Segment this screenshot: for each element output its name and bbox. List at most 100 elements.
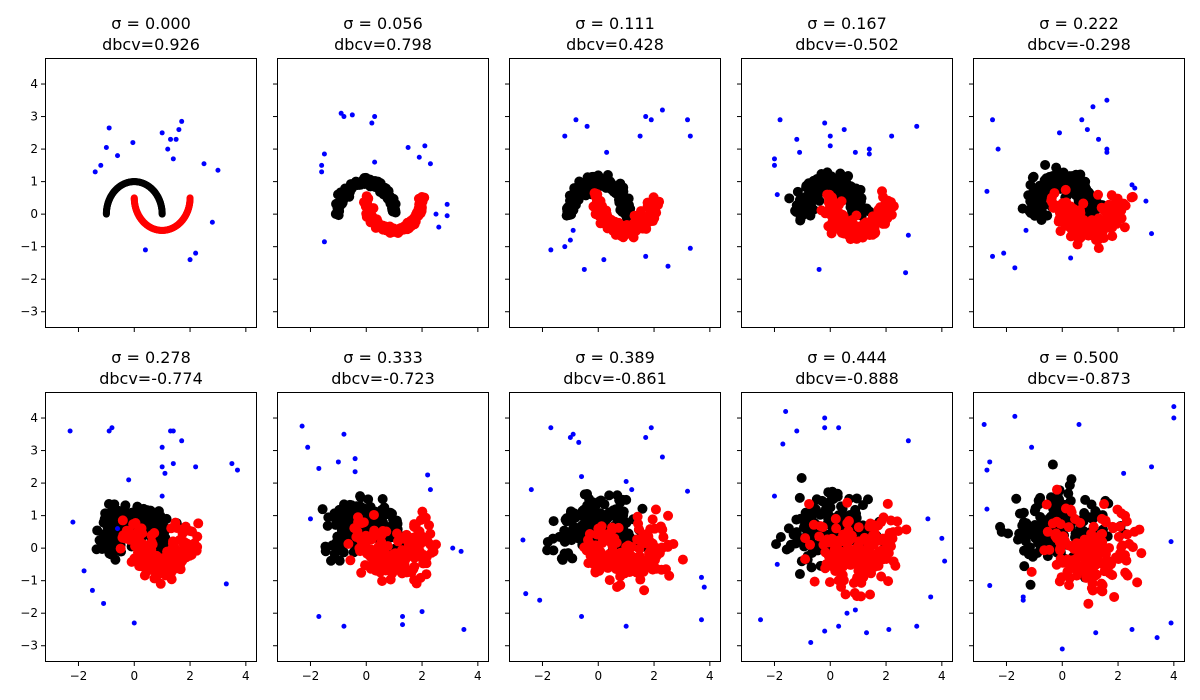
noise-point: [142, 247, 148, 253]
cluster-a-point: [823, 487, 834, 498]
x-tick-label: 0: [1058, 669, 1066, 683]
cluster-a-point: [144, 507, 155, 518]
noise-point: [822, 415, 828, 421]
noise-point: [89, 587, 95, 593]
cluster-b-point: [1119, 222, 1130, 233]
x-tick-label: 2: [418, 669, 426, 683]
y-tick-label: 2: [30, 142, 38, 156]
noise-point: [623, 623, 629, 629]
cluster-b-point: [1096, 578, 1107, 589]
cluster-b-point: [837, 561, 848, 572]
cluster-b-point: [1071, 214, 1082, 225]
y-tick-label: 4: [30, 411, 38, 425]
noise-point: [579, 474, 585, 480]
cluster-b-point: [1075, 541, 1086, 552]
noise-point: [659, 107, 665, 113]
cluster-a-point: [835, 168, 846, 179]
cluster-b-point: [853, 522, 864, 533]
noise-point: [400, 613, 406, 619]
cluster-a-point: [1023, 190, 1034, 201]
noise-point: [159, 130, 165, 136]
cluster-b-point: [856, 570, 867, 581]
cluster-a-point: [1030, 533, 1041, 544]
noise-point: [995, 146, 1001, 152]
cluster-a-point: [1025, 579, 1036, 590]
cluster-a-point: [1020, 536, 1031, 547]
y-tick-label: −3: [20, 305, 38, 319]
subplot-title: σ = 0.389: [575, 348, 655, 367]
cluster-b-point: [883, 576, 894, 587]
cluster-b-point: [345, 555, 356, 566]
noise-point: [349, 112, 355, 118]
subplot-subtitle: dbcv=0.428: [566, 35, 664, 54]
cluster-b-point: [634, 543, 645, 554]
noise-point: [1079, 117, 1085, 123]
cluster-b-point: [836, 581, 847, 592]
noise-point: [665, 263, 671, 269]
noise-point: [528, 487, 534, 493]
noise-point: [67, 428, 73, 434]
cluster-b-point: [658, 532, 669, 543]
cluster-b-point: [632, 511, 643, 522]
cluster-b-point: [381, 526, 392, 537]
cluster-b-point: [406, 564, 417, 575]
cluster-b-point: [1051, 484, 1062, 495]
cluster-a-point: [582, 488, 593, 499]
cluster-a-point: [1040, 159, 1051, 170]
y-tick-label: −2: [20, 606, 38, 620]
cluster-b-point: [881, 204, 892, 215]
cluster-b-point: [843, 534, 854, 545]
axes-frame: [973, 58, 1185, 328]
noise-point: [405, 144, 411, 150]
noise-point: [319, 169, 325, 175]
noise-point: [165, 146, 171, 152]
noise-point: [126, 477, 132, 483]
cluster-a-point: [1017, 203, 1028, 214]
noise-point: [822, 425, 828, 431]
cluster-b-point: [117, 515, 128, 526]
cluster-b-point: [377, 575, 388, 586]
cluster-a-point: [1028, 171, 1039, 182]
cluster-a-point: [542, 536, 553, 547]
noise-point: [1129, 626, 1135, 632]
cluster-b-point: [831, 523, 842, 534]
x-tick-label: 2: [1114, 669, 1122, 683]
noise-point: [771, 162, 777, 168]
noise-point: [981, 422, 987, 428]
points-layer: [981, 404, 1177, 652]
cluster-a-point: [390, 515, 401, 526]
cluster-b-point: [1083, 542, 1094, 553]
noise-point: [1132, 185, 1138, 191]
noise-point: [103, 144, 109, 150]
cluster-a-point: [1046, 492, 1057, 503]
noise-point: [1143, 198, 1149, 204]
noise-point: [659, 454, 665, 460]
cluster-b-point: [414, 526, 425, 537]
noise-point: [1104, 97, 1110, 103]
cluster-a-point: [1080, 494, 1091, 505]
cluster-a-point: [1003, 528, 1014, 539]
cluster-b-point: [655, 521, 666, 532]
cluster-b-point: [677, 554, 688, 565]
noise-point: [1104, 146, 1110, 152]
cluster-b-point: [615, 571, 626, 582]
cluster-a-point: [612, 490, 623, 501]
subplot-title: σ = 0.056: [343, 14, 423, 33]
cluster-b-point: [893, 525, 904, 536]
axes-frame: [509, 58, 721, 328]
noise-point: [338, 110, 344, 116]
cluster-b-point: [1057, 532, 1068, 543]
noise-point: [101, 600, 107, 606]
noise-point: [416, 154, 422, 160]
noise-point: [1129, 182, 1135, 188]
cluster-b-point: [618, 562, 629, 573]
noise-point: [889, 133, 895, 139]
cluster-a-point: [1019, 561, 1030, 572]
noise-point: [170, 428, 176, 434]
noise-point: [193, 250, 199, 256]
noise-point: [173, 136, 179, 142]
points-layer: [92, 118, 221, 263]
cluster-a-point: [326, 555, 337, 566]
cluster-b-point: [1106, 190, 1117, 201]
cluster-b-point: [866, 568, 877, 579]
